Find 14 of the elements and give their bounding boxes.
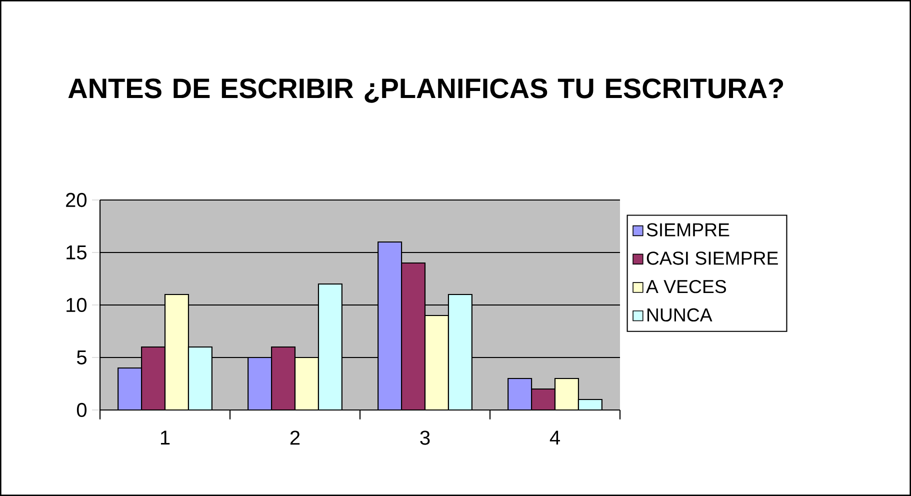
x-tick-label: 1 <box>160 430 170 444</box>
legend-label: A VECES <box>646 280 726 294</box>
x-tick-label: 3 <box>420 430 430 445</box>
y-tick-label: 20 <box>66 192 87 208</box>
y-tick-label: 5 <box>76 350 86 364</box>
y-tick-label: 0 <box>76 402 87 418</box>
legend-label: SIEMPRE <box>646 223 730 236</box>
y-tick-label: 10 <box>66 298 87 312</box>
legend-label: NUNCA <box>647 308 712 322</box>
chart-title: ANTES DE ESCRIBIR ¿PLANIFICAS TU ESCRITURA? <box>68 78 784 103</box>
x-tick-label: 4 <box>550 430 560 444</box>
y-tick-label: 15 <box>66 246 86 260</box>
x-tick-label: 2 <box>290 430 300 445</box>
legend-label: CASI SIEMPRE <box>646 252 778 265</box>
